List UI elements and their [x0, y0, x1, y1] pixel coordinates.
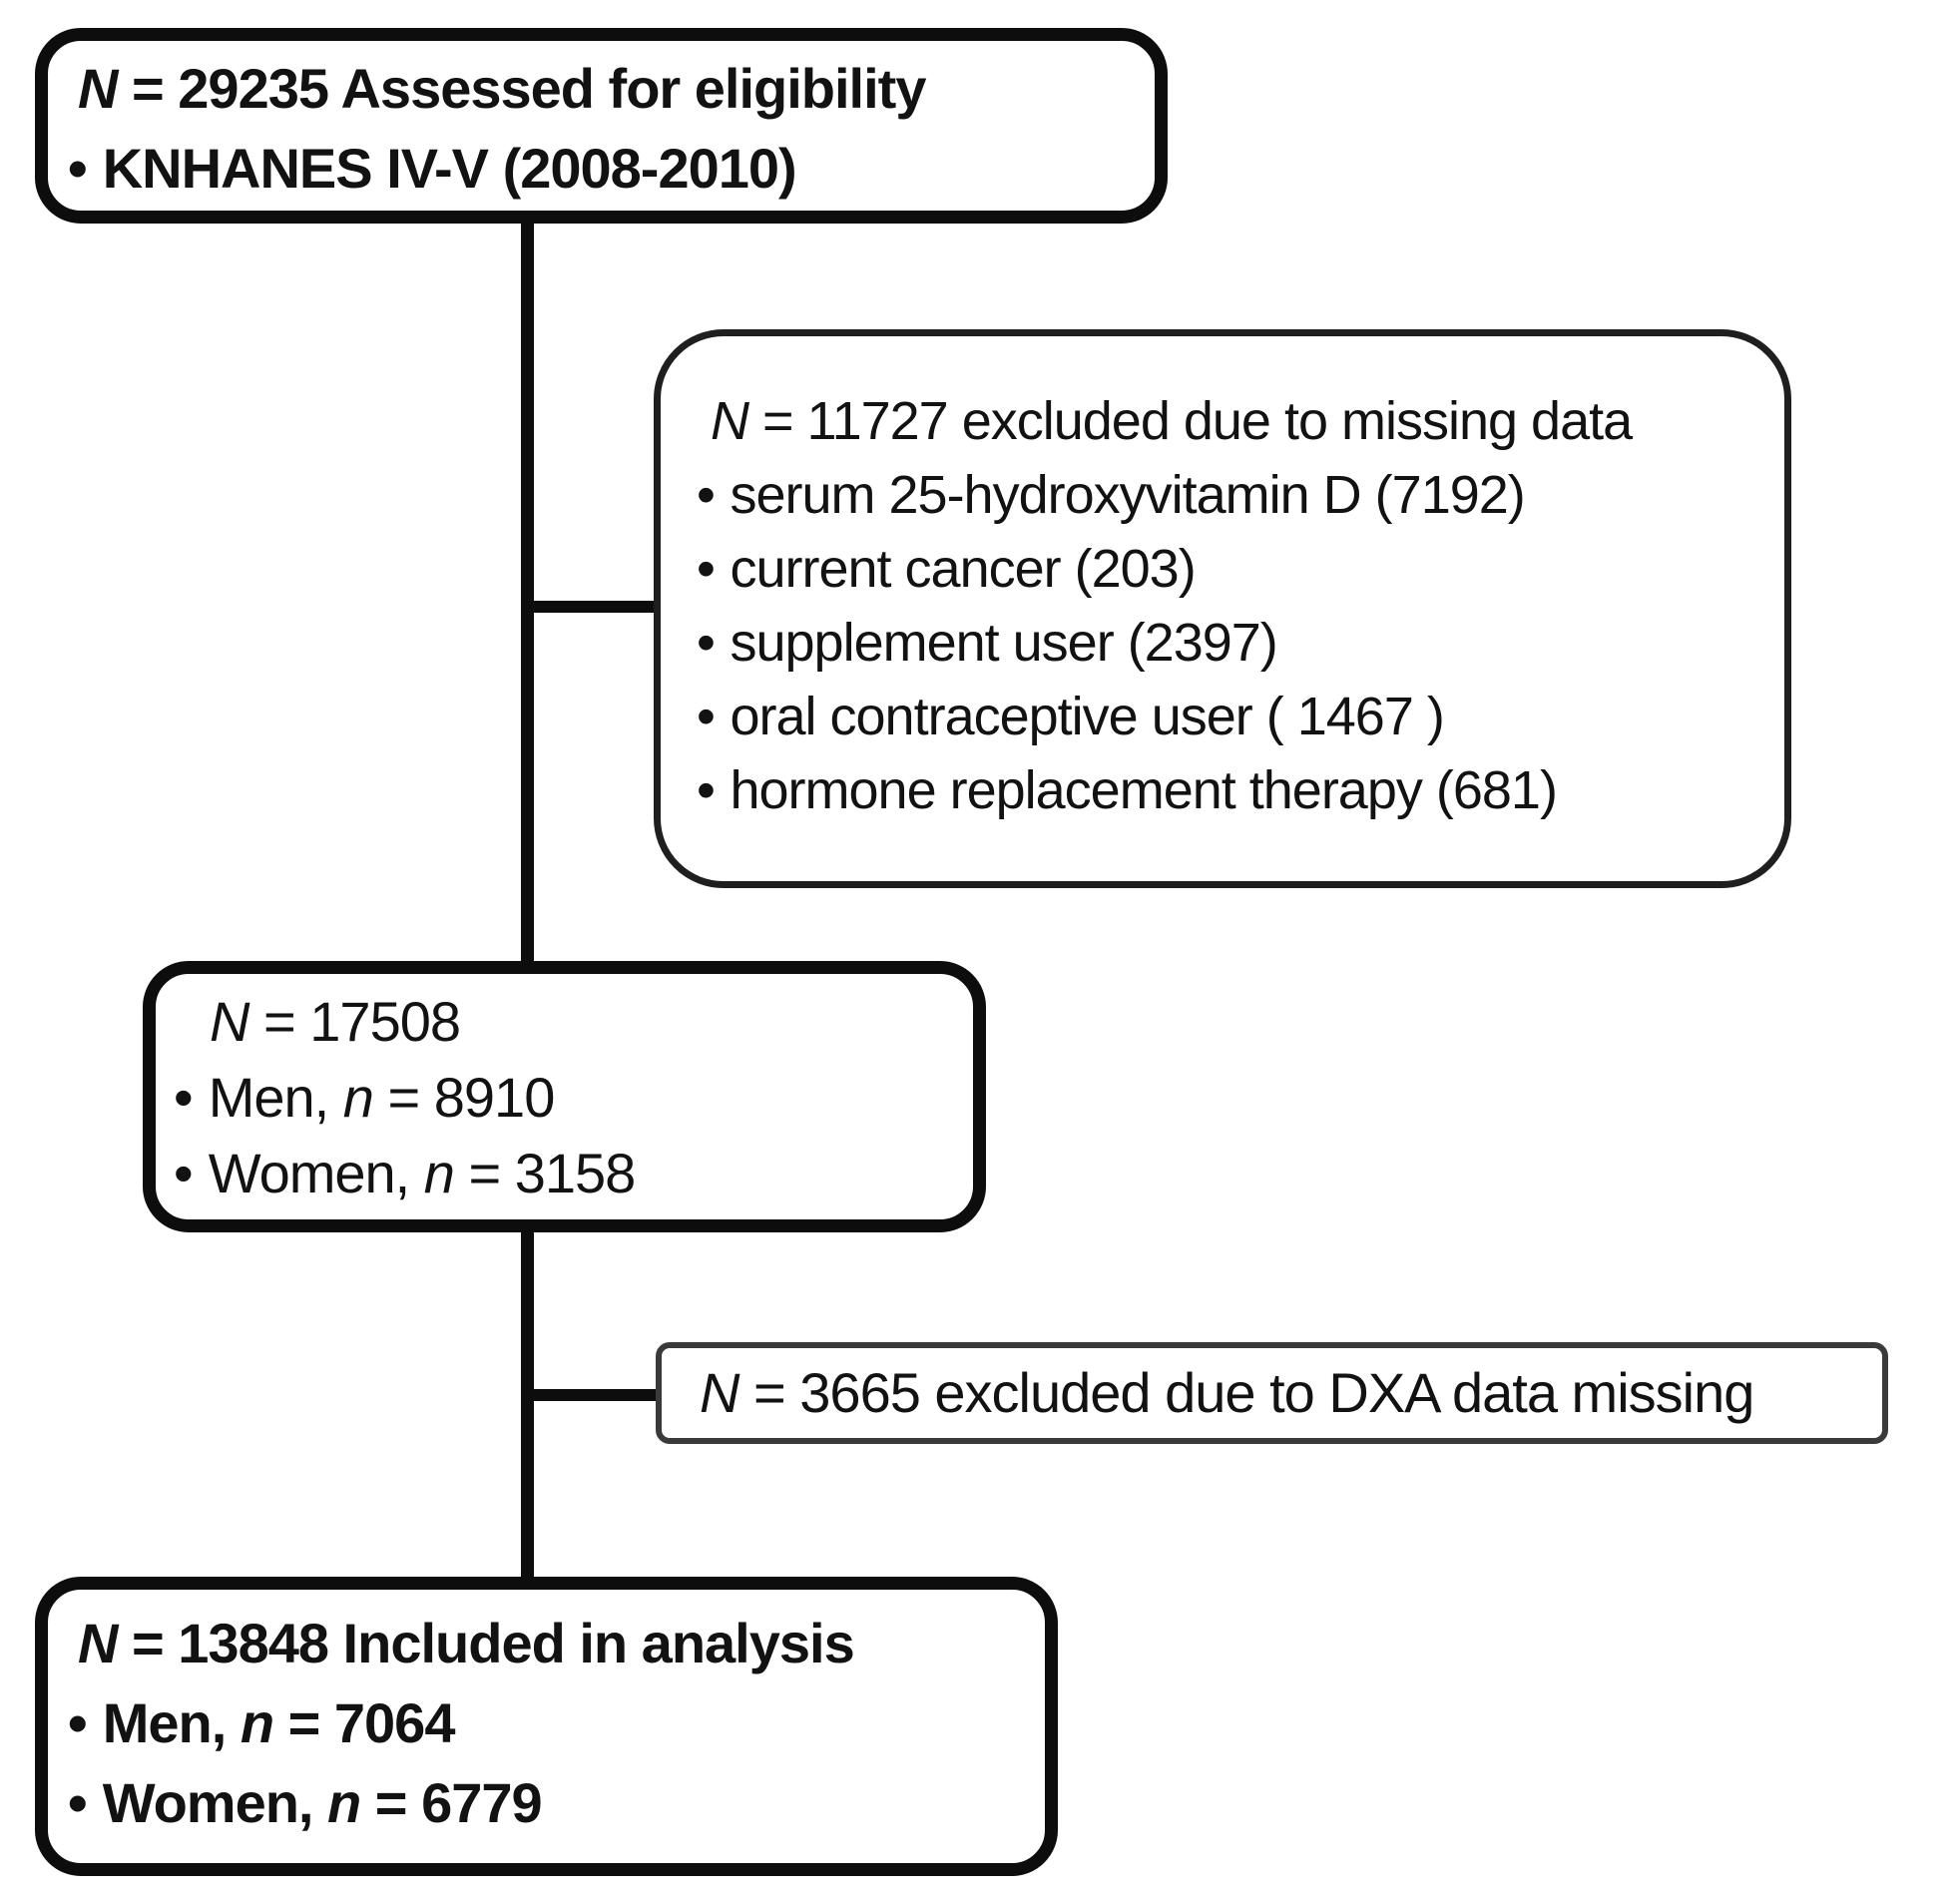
title-text: = 17508: [248, 990, 461, 1053]
box-title: N = 29235 Assessed for eligibility: [78, 49, 1155, 129]
bullet-icon: •: [697, 613, 716, 673]
connector-top-to-mid-vertical: [521, 218, 534, 966]
item-text: Women,: [102, 1771, 328, 1834]
bullet-icon: •: [68, 137, 88, 200]
item-text: KNHANES IV-V (2008-2010): [102, 137, 797, 200]
box-excluded-dxa-missing: N = 3665 excluded due to DXA data missin…: [656, 1342, 1888, 1444]
bullet-icon: •: [174, 1066, 194, 1129]
box-included-in-analysis: N = 13848 Included in analysis • Men, n =…: [35, 1577, 1058, 1876]
list-item: • KNHANES IV-V (2008-2010): [68, 129, 1155, 209]
item-text: hormone replacement therapy (681): [730, 760, 1557, 820]
item-text: serum 25-hydroxyvitamin D (7192): [730, 465, 1525, 525]
bullet-icon: •: [697, 465, 716, 525]
connector-branch-excluded-dxa: [529, 1389, 659, 1401]
n-variable: n: [423, 1142, 455, 1204]
list-item: • hormone replacement therapy (681): [697, 753, 1784, 827]
bullet-icon: •: [697, 687, 716, 746]
connector-mid-to-bottom-vertical: [521, 1225, 534, 1581]
list-item: • supplement user (2397): [697, 606, 1784, 680]
n-variable: n: [342, 1066, 374, 1129]
bullet-icon: •: [174, 1142, 194, 1204]
list-item: • serum 25-hydroxyvitamin D (7192): [697, 458, 1784, 532]
item-value: = 8910: [372, 1066, 555, 1129]
box-excluded-missing-data: N = 11727 excluded due to missing data •…: [654, 329, 1791, 888]
item-text: current cancer (203): [730, 539, 1196, 599]
list-item: • oral contraceptive user ( 1467 ): [697, 680, 1784, 753]
bullet-icon: •: [68, 1771, 88, 1834]
item-value: = 7064: [273, 1691, 456, 1754]
bullet-icon: •: [697, 760, 716, 820]
list-item: • Men, n = 8910: [174, 1060, 973, 1136]
box-title: N = 11727 excluded due to missing data: [711, 384, 1784, 458]
list-item: • Women, n = 6779: [68, 1763, 1045, 1843]
item-text: Women,: [208, 1142, 424, 1204]
item-text: Men,: [102, 1691, 241, 1754]
item-text: supplement user (2397): [730, 613, 1277, 673]
box-title: N = 3665 excluded due to DXA data missin…: [700, 1348, 1882, 1438]
title-text: = 3665 excluded due to DXA data missing: [738, 1361, 1754, 1424]
n-variable: N: [700, 1361, 739, 1424]
n-variable: N: [78, 1612, 118, 1674]
title-text: = 13848 Included in analysis: [117, 1612, 855, 1674]
n-variable: N: [711, 391, 749, 451]
title-text: = 29235 Assessed for eligibility: [117, 57, 926, 120]
item-value: = 3158: [453, 1142, 636, 1204]
n-variable: n: [327, 1771, 361, 1834]
list-item: • Women, n = 3158: [174, 1136, 973, 1211]
n-variable: N: [210, 990, 249, 1053]
list-item: • Men, n = 7064: [68, 1683, 1045, 1763]
box-assessed-for-eligibility: N = 29235 Assessed for eligibility • KNHA…: [35, 28, 1168, 224]
box-title: N = 17508: [210, 984, 973, 1060]
item-text: oral contraceptive user ( 1467 ): [730, 687, 1444, 746]
list-item: • current cancer (203): [697, 532, 1784, 606]
item-value: = 6779: [360, 1771, 543, 1834]
bullet-icon: •: [68, 1691, 88, 1754]
box-after-missing-data-exclusion: N = 17508 • Men, n = 8910 • Women, n = 315…: [143, 961, 986, 1232]
item-text: Men,: [208, 1066, 343, 1129]
n-variable: n: [240, 1691, 274, 1754]
box-title: N = 13848 Included in analysis: [78, 1604, 1045, 1683]
connector-branch-excluded-missing: [529, 601, 659, 613]
title-text: = 11727 excluded due to missing data: [748, 391, 1633, 451]
n-variable: N: [78, 57, 118, 120]
bullet-icon: •: [697, 539, 716, 599]
